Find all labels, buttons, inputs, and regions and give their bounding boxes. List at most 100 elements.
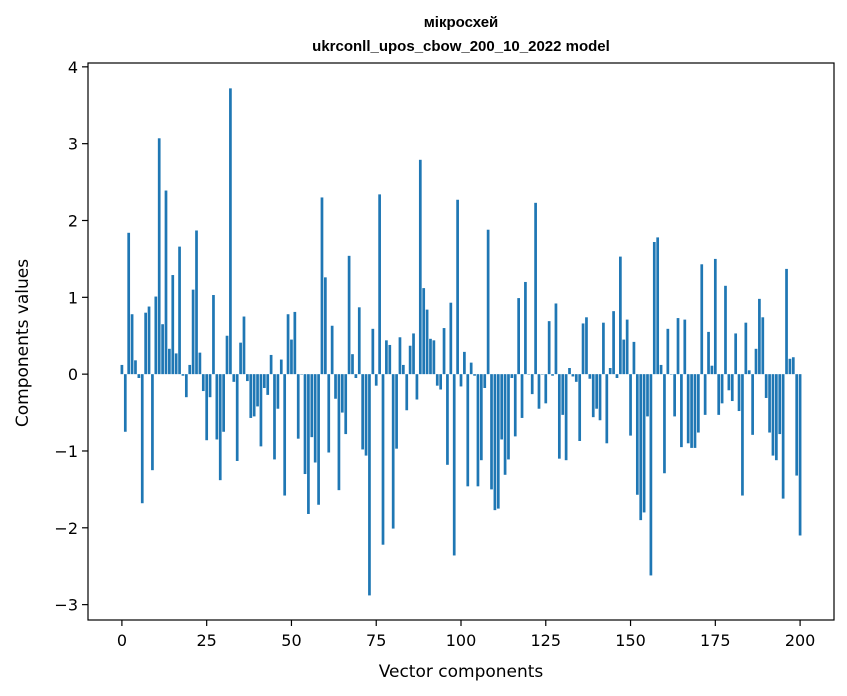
bar-36 (242, 316, 246, 375)
bar-145 (612, 311, 615, 375)
bar-173 (707, 331, 710, 375)
bar-184 (744, 322, 748, 375)
x-tick-label-0: 0 (117, 631, 127, 650)
bar-137 (585, 317, 588, 375)
bar-117 (517, 298, 521, 375)
y-axis-label: Components values (13, 259, 33, 427)
bar-147 (619, 256, 622, 375)
bar-78 (385, 340, 388, 375)
bar-15 (171, 275, 175, 375)
bar-153 (639, 374, 643, 521)
bar-45 (273, 374, 276, 460)
bar-14 (168, 348, 171, 375)
bar-197 (788, 358, 792, 375)
bar-115 (510, 374, 514, 378)
bar-160 (663, 374, 666, 474)
bar-95 (442, 328, 446, 375)
bar-132 (568, 368, 571, 375)
bar-2 (127, 232, 131, 375)
bar-186 (751, 374, 754, 435)
bar-198 (791, 357, 795, 375)
bar-179 (727, 374, 731, 391)
bar-130 (561, 374, 565, 415)
bar-183 (741, 374, 744, 496)
bar-174 (710, 365, 714, 375)
bar-116 (513, 374, 517, 437)
bar-151 (632, 341, 636, 375)
x-tick-label-8: 200 (785, 631, 816, 650)
bar-199 (795, 374, 799, 476)
bar-165 (680, 374, 683, 448)
bar-131 (564, 374, 568, 461)
bar-192 (771, 374, 775, 456)
bar-24 (201, 374, 205, 392)
bar-104 (473, 374, 476, 376)
bar-65 (340, 374, 344, 413)
bar-94 (439, 374, 443, 390)
bar-182 (737, 374, 741, 412)
bar-47 (279, 359, 283, 375)
bar-97 (449, 302, 453, 375)
bar-49 (286, 314, 290, 375)
bar-69 (354, 374, 358, 378)
bar-133 (571, 374, 575, 377)
bar-25 (205, 374, 209, 441)
bar-10 (154, 296, 158, 375)
bar-13 (164, 190, 168, 375)
bar-158 (656, 237, 660, 375)
bar-12 (161, 324, 164, 375)
bar-20 (188, 364, 192, 375)
bar-88 (418, 159, 422, 375)
bar-18 (181, 374, 185, 376)
y-tick-label-1: −2 (54, 519, 78, 538)
x-tick-label-3: 75 (366, 631, 386, 650)
bar-43 (266, 374, 270, 395)
bar-122 (534, 202, 537, 375)
bar-75 (374, 374, 378, 386)
bar-108 (486, 229, 490, 375)
bar-166 (683, 319, 687, 375)
bar-96 (446, 374, 449, 465)
bar-33 (232, 374, 236, 382)
bar-86 (412, 333, 415, 375)
bar-23 (198, 352, 202, 375)
bar-135 (578, 374, 582, 441)
bar-123 (537, 374, 541, 409)
bar-103 (469, 362, 473, 375)
bar-142 (602, 322, 605, 375)
bar-46 (276, 374, 280, 409)
bar-187 (754, 348, 758, 375)
bar-190 (764, 374, 768, 398)
bar-63 (334, 374, 337, 399)
bar-102 (466, 374, 470, 487)
bar-178 (724, 285, 727, 375)
bar-127 (551, 374, 554, 376)
bar-98 (452, 374, 456, 556)
bar-19 (184, 374, 188, 398)
bar-92 (432, 340, 436, 375)
bar-90 (425, 309, 429, 375)
bar-64 (337, 374, 341, 491)
bar-32 (229, 88, 232, 375)
bar-101 (463, 351, 466, 375)
bar-26 (208, 374, 212, 398)
bar-87 (415, 374, 419, 400)
bar-77 (381, 374, 385, 545)
bar-114 (507, 374, 510, 460)
bar-7 (144, 312, 148, 375)
bar-30 (222, 374, 225, 432)
bar-79 (388, 344, 392, 375)
bar-176 (717, 374, 721, 415)
chart-title-line2: ukrconll_upos_cbow_200_10_2022 model (312, 38, 610, 55)
x-tick-label-1: 25 (197, 631, 217, 650)
bar-149 (625, 319, 629, 375)
bar-152 (635, 374, 639, 495)
bar-17 (178, 246, 181, 375)
x-tick-label-5: 125 (530, 631, 561, 650)
bar-42 (262, 374, 266, 388)
bar-141 (598, 374, 602, 421)
bar-180 (730, 374, 734, 402)
bar-106 (479, 374, 483, 461)
bar-27 (212, 295, 215, 375)
